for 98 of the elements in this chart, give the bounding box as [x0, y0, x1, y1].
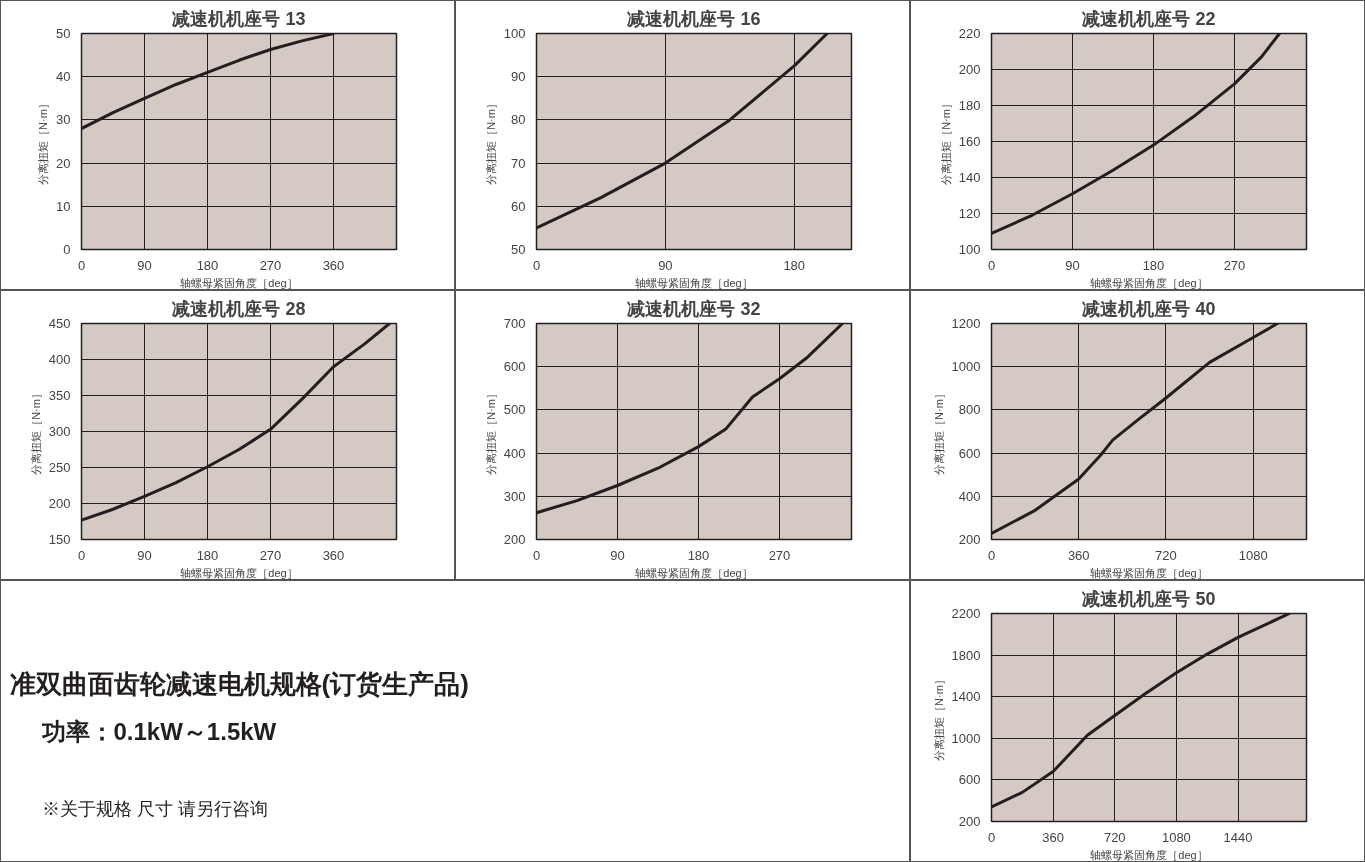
y-tick-label: 1200	[951, 316, 981, 331]
x-tick-label: 180	[783, 257, 806, 273]
x-tick-label: 1440	[1223, 829, 1253, 845]
y-axis-title: 分离扭矩［N·m］	[37, 98, 50, 185]
x-tick-label: 0	[77, 257, 86, 273]
y-tick-label: 200	[503, 532, 526, 547]
x-tick-label: 720	[1103, 829, 1126, 845]
y-tick-label: 600	[958, 772, 981, 788]
y-tick-label: 100	[958, 242, 981, 257]
y-tick-label: 1800	[951, 647, 981, 663]
y-tick-label: 600	[503, 359, 526, 375]
y-tick-label: 20	[56, 155, 71, 171]
y-tick-label: 400	[503, 445, 526, 461]
x-axis-title: 轴螺母紧固角度［deg］	[180, 566, 298, 579]
x-tick-label: 270	[259, 547, 282, 563]
x-axis-title: 轴螺母紧固角度［deg］	[1090, 848, 1208, 861]
y-tick-label: 160	[958, 134, 981, 149]
x-axis-title: 轴螺母紧固角度［deg］	[1090, 276, 1208, 289]
y-tick-label: 220	[958, 26, 981, 41]
x-tick-label: 90	[610, 547, 625, 563]
y-tick-label: 90	[511, 69, 526, 85]
y-tick-label: 350	[48, 388, 71, 403]
y-tick-label: 300	[48, 424, 71, 439]
x-tick-label: 360	[1067, 547, 1090, 563]
y-tick-label: 80	[511, 112, 526, 128]
chart-title: 减速机机座号 40	[1082, 298, 1216, 319]
x-axis-title: 轴螺母紧固角度［deg］	[635, 566, 753, 579]
y-tick-label: 1400	[951, 689, 981, 705]
x-tick-label: 180	[1142, 257, 1165, 273]
text: 功率：0.1kW～1.5kW	[40, 718, 277, 746]
x-tick-label: 720	[1155, 547, 1177, 563]
x-tick-label: 0	[532, 547, 541, 563]
x-tick-label: 0	[532, 257, 541, 273]
chart-title: 减速机机座号 16	[627, 8, 761, 29]
chart-title: 减速机机座号 13	[172, 8, 306, 29]
x-tick-label: 180	[196, 257, 219, 273]
y-tick-label: 140	[958, 170, 981, 185]
y-tick-label: 800	[958, 402, 981, 418]
x-tick-label: 0	[987, 829, 996, 845]
x-tick-label: 270	[259, 257, 282, 273]
x-tick-label: 1080	[1161, 829, 1191, 845]
y-axis-title: 分离扭矩［N·m］	[932, 674, 945, 761]
y-axis-title: 分离扭矩［N·m］	[484, 98, 497, 185]
y-tick-label: 500	[503, 402, 526, 418]
y-tick-label: 40	[56, 69, 71, 85]
y-axis-title: 分离扭矩［N·m］	[939, 98, 952, 185]
y-tick-label: 1000	[951, 359, 981, 375]
y-tick-label: 120	[958, 206, 981, 221]
y-tick-label: 600	[958, 445, 981, 461]
x-tick-label: 90	[137, 257, 152, 273]
y-tick-label: 30	[56, 112, 71, 128]
y-tick-label: 2200	[951, 606, 981, 621]
x-tick-label: 360	[1042, 829, 1064, 845]
chart-title: 减速机机座号 22	[1082, 8, 1216, 29]
y-tick-label: 200	[48, 496, 71, 511]
chart-title: 减速机机座号 50	[1082, 588, 1216, 609]
x-axis-title: 轴螺母紧固角度［deg］	[635, 276, 753, 289]
y-tick-label: 200	[958, 814, 981, 829]
y-axis-title: 分离扭矩［N·m］	[932, 388, 945, 475]
y-tick-label: 700	[503, 316, 526, 331]
y-tick-label: 450	[48, 316, 71, 331]
y-tick-label: 70	[511, 155, 526, 171]
y-tick-label: 60	[511, 198, 526, 214]
x-tick-label: 360	[322, 257, 345, 273]
x-tick-label: 0	[987, 547, 996, 563]
x-tick-label: 270	[768, 547, 791, 563]
x-tick-label: 180	[196, 547, 219, 563]
x-tick-label: 360	[322, 547, 345, 563]
y-axis-title: 分离扭矩［N·m］	[484, 388, 497, 475]
y-tick-label: 200	[958, 532, 981, 547]
y-tick-label: 300	[503, 488, 526, 504]
x-tick-label: 90	[1065, 257, 1080, 273]
y-tick-label: 0	[63, 242, 71, 257]
y-axis-title: 分离扭矩［N·m］	[29, 388, 42, 475]
y-tick-label: 400	[48, 352, 71, 367]
y-tick-label: 400	[958, 488, 981, 504]
y-tick-label: 100	[503, 26, 526, 41]
x-tick-label: 90	[137, 547, 152, 563]
y-tick-label: 200	[958, 62, 981, 77]
text: 准双曲面齿轮减速电机规格(订货生产品)	[9, 668, 469, 699]
x-tick-label: 0	[987, 257, 996, 273]
chart-title: 减速机机座号 28	[172, 298, 306, 319]
chart-title: 减速机机座号 32	[627, 298, 761, 319]
x-axis-title: 轴螺母紧固角度［deg］	[180, 276, 298, 289]
x-tick-label: 270	[1223, 257, 1246, 273]
x-tick-label: 0	[77, 547, 86, 563]
x-tick-label: 1080	[1238, 547, 1268, 563]
y-tick-label: 150	[48, 532, 71, 547]
y-tick-label: 180	[958, 98, 981, 113]
x-tick-label: 90	[658, 257, 673, 273]
y-tick-label: 1000	[951, 730, 981, 746]
text: ※关于规格 尺寸 请另行咨询	[41, 798, 268, 819]
x-tick-label: 180	[687, 547, 710, 563]
y-tick-label: 250	[48, 460, 71, 475]
x-axis-title: 轴螺母紧固角度［deg］	[1090, 566, 1208, 579]
y-tick-label: 50	[511, 242, 526, 257]
y-tick-label: 10	[56, 198, 71, 214]
y-tick-label: 50	[56, 26, 71, 41]
